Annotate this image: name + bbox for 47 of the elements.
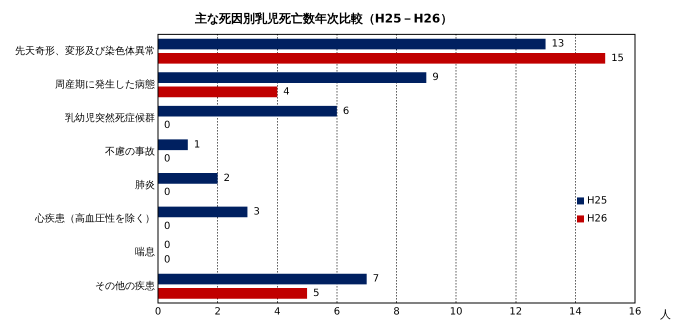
data-label: 0 [164,220,170,232]
bar [158,38,546,50]
chart-title: 主な死因別乳児死亡数年次比較（H25－H26） [194,11,452,26]
bar [158,52,606,64]
y-tick-label: 心疾患（高血圧性を除く） [34,212,155,225]
data-label: 9 [432,72,439,84]
data-label: 0 [164,240,170,252]
bar [158,72,426,83]
y-tick-label: 周産期に発生した病態 [55,78,155,90]
data-label: 4 [283,86,290,98]
x-tick-label: 2 [214,306,221,318]
y-tick-label: 不慮の事故 [105,146,155,158]
x-tick-label: 12 [509,306,522,318]
legend-label: H25 [587,196,608,207]
data-label: 15 [611,52,624,64]
data-label: 1 [194,139,200,150]
bar [158,206,248,218]
bar [158,173,218,184]
bar [158,139,188,150]
data-label: 13 [552,38,564,50]
legend-label: H26 [587,214,608,225]
x-tick-label: 4 [274,306,280,318]
data-label: 0 [164,254,170,266]
x-tick-label: 14 [569,306,582,318]
data-label: 6 [342,106,350,117]
data-label: 2 [224,172,230,184]
x-tick-label: 6 [334,306,340,318]
bar [158,106,337,117]
y-tick-label: 喘息 [135,246,155,258]
bar [158,86,278,98]
x-tick-label: 0 [154,306,162,318]
y-tick-label: その他の疾患 [95,280,155,292]
y-tick-label: 肺炎 [135,179,155,192]
x-axis-title: 人 [660,308,671,321]
data-label: 0 [164,187,170,198]
y-tick-label: 乳幼児突然死症候群 [65,112,155,124]
x-tick-label: 10 [450,306,462,318]
data-label: 7 [372,274,380,285]
bar [158,288,308,299]
x-tick-label: 8 [393,306,400,318]
data-label: 0 [164,120,170,132]
x-tick-label: 16 [628,306,642,318]
y-tick-label: 先天奇形、変形及び染色体異常 [15,44,155,57]
data-label: 5 [313,288,320,299]
data-label: 0 [164,154,170,165]
bar [158,274,367,284]
data-label: 3 [253,206,260,218]
